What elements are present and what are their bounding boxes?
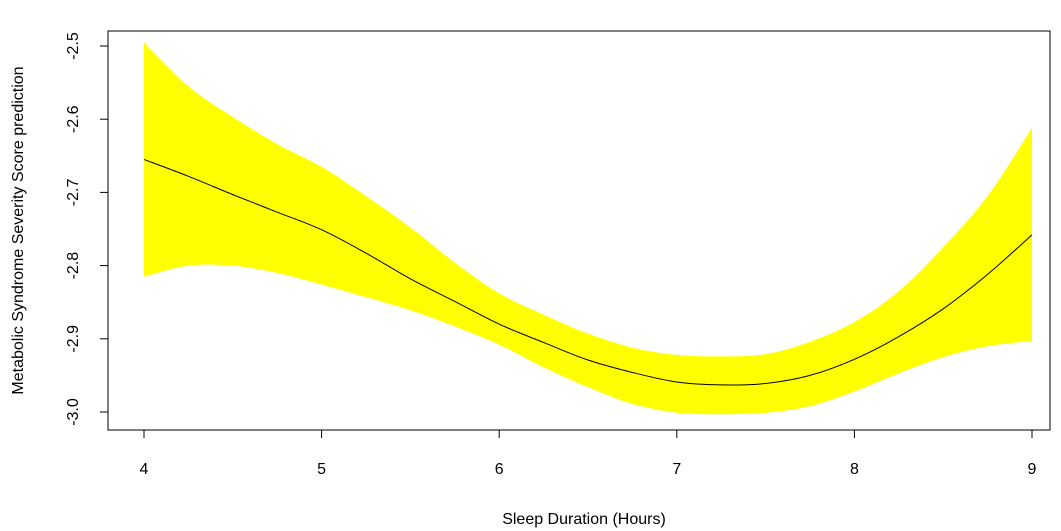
confidence-band	[144, 42, 1032, 415]
y-tick-label: -2.9	[65, 325, 82, 353]
y-tick-label: -2.6	[65, 105, 82, 133]
x-tick-label: 7	[672, 461, 681, 478]
y-tick-label: -2.8	[65, 252, 82, 280]
y-tick-label: -2.7	[65, 179, 82, 207]
y-tick-label: -2.5	[65, 32, 82, 60]
x-axis-title: Sleep Duration (Hours)	[502, 511, 666, 528]
x-tick-label: 5	[317, 461, 326, 478]
y-axis: -3.0 -2.9 -2.8 -2.7 -2.6 -2.5	[65, 32, 108, 426]
x-tick-label: 9	[1028, 461, 1037, 478]
fit-line	[143, 158, 1033, 386]
plot-frame	[107, 30, 1051, 431]
x-tick-label: 6	[495, 461, 504, 478]
x-tick-label: 8	[850, 461, 859, 478]
y-axis-title: Metabolic Syndrome Severity Score predic…	[10, 66, 27, 394]
y-tick-label: -3.0	[65, 398, 82, 426]
x-axis: 4 5 6 7 8 9	[140, 430, 1037, 478]
x-tick-label: 4	[140, 461, 149, 478]
